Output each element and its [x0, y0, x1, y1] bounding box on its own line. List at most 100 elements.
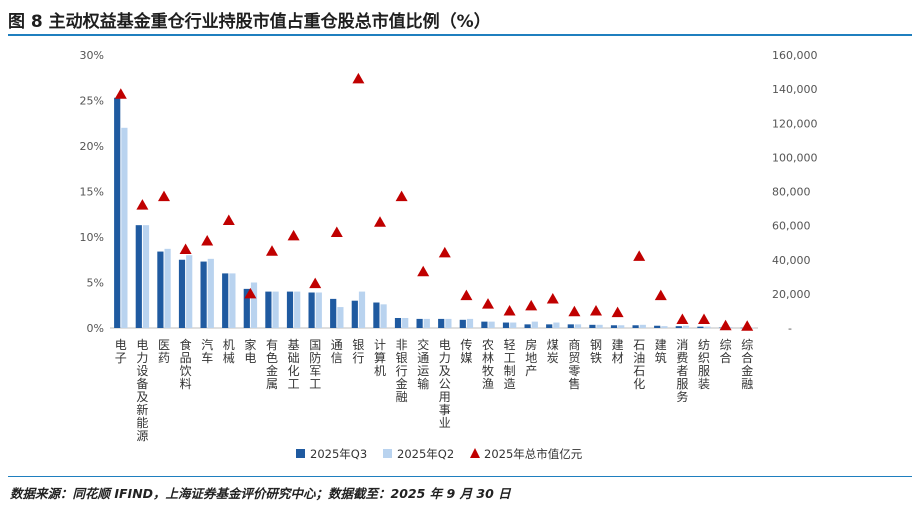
- y-left-tick-label: 0%: [87, 322, 104, 335]
- y-right-tick-label: 120,000: [772, 117, 818, 130]
- market-cap-marker: [222, 214, 235, 226]
- bar-q3: [222, 273, 229, 328]
- category-label: 农林牧渔: [482, 338, 494, 391]
- chart-area: 0% 5% 10% 15% 20% 25% 30% - 20,000 40,000 60,000 80…: [80, 49, 818, 461]
- bar-q2: [272, 291, 279, 328]
- y-left-tick-label: 5%: [87, 277, 104, 290]
- bar-q3: [157, 251, 164, 328]
- bar-q3: [265, 291, 272, 328]
- bar-q2: [380, 304, 387, 328]
- bar-q2: [121, 127, 128, 328]
- bar-q2: [207, 258, 214, 328]
- legend-label: 2025年Q2: [397, 447, 454, 461]
- bar-q3: [502, 322, 510, 328]
- bar-q2: [466, 318, 474, 328]
- bar-q3: [416, 318, 423, 328]
- market-cap-marker: [266, 245, 278, 256]
- y-left-tick-label: 20%: [80, 140, 104, 153]
- bar-q3: [243, 288, 250, 328]
- market-cap-marker: [590, 304, 602, 316]
- market-cap-marker: [676, 313, 689, 324]
- market-cap-marker: [201, 234, 214, 246]
- market-cap-marker: [482, 298, 494, 309]
- bar-q3: [373, 302, 380, 328]
- category-label: 国防军工: [309, 338, 321, 391]
- market-cap-marker: [654, 289, 667, 301]
- category-label: 机械: [223, 338, 235, 365]
- category-label: 建筑: [655, 338, 667, 365]
- market-cap-marker: [158, 190, 170, 202]
- y-left-tick-label: 10%: [80, 231, 104, 244]
- y-right-tick-label: 160,000: [772, 49, 818, 62]
- market-cap-marker: [503, 304, 516, 316]
- category-label: 交通运输: [417, 337, 429, 391]
- market-cap-marker: [525, 299, 538, 311]
- y-left-tick-label: 25%: [80, 95, 104, 108]
- market-cap-marker: [114, 88, 127, 99]
- bar-q3: [394, 317, 402, 328]
- bar-q3: [286, 291, 294, 328]
- y-right-tick-label: 100,000: [772, 151, 818, 164]
- bar-q2: [596, 324, 603, 328]
- market-cap-marker: [546, 292, 559, 304]
- bar-q2: [639, 324, 646, 328]
- category-label: 汽车: [201, 337, 213, 365]
- market-cap-marker: [309, 277, 322, 289]
- bar-q2: [423, 318, 430, 328]
- category-label: 建材: [612, 338, 624, 365]
- bar-q2: [402, 317, 409, 328]
- market-cap-marker: [352, 72, 365, 84]
- category-label: 有色金属: [266, 338, 278, 391]
- bar-q2: [358, 291, 366, 328]
- bar-q2: [445, 318, 452, 328]
- category-label: 电力及公用事业: [439, 338, 451, 430]
- bar-q2: [510, 322, 517, 328]
- bar-q3: [178, 259, 186, 328]
- bar-q3: [654, 325, 661, 328]
- y-left-tick-label: 15%: [80, 186, 104, 199]
- bar-q2: [682, 325, 690, 328]
- market-cap-marker: [698, 313, 710, 324]
- bar-q3: [697, 326, 704, 328]
- bar-q3: [610, 325, 618, 328]
- figure-title-bar: 图 8 主动权益基金重仓行业持股市值占重仓股总市值比例（%）: [0, 0, 920, 36]
- category-label: 计算机: [374, 338, 386, 378]
- y-right-tick-label: 60,000: [772, 220, 811, 233]
- market-cap-marker: [438, 246, 451, 258]
- footer-divider: [8, 476, 912, 477]
- bar-q3: [589, 324, 596, 328]
- market-cap-marker: [330, 226, 343, 237]
- y-right-tick-label: -: [788, 322, 792, 335]
- bar-q3: [459, 319, 466, 328]
- legend-label: 2025年Q3: [310, 447, 367, 461]
- market-cap-marker: [741, 320, 754, 331]
- title-divider: [8, 34, 912, 36]
- category-label: 石油石化: [633, 338, 645, 391]
- bar-q2: [294, 291, 301, 328]
- category-label: 基础化工: [288, 338, 300, 391]
- legend-label: 2025年总市值亿元: [484, 447, 583, 461]
- category-label: 轻工制造: [504, 338, 516, 391]
- category-label: 电子: [115, 338, 127, 365]
- market-cap-marker: [611, 306, 624, 318]
- category-label: 钢铁: [590, 338, 602, 365]
- bar-q2: [186, 255, 193, 328]
- market-cap-marker: [633, 250, 646, 261]
- source-note: 数据来源：同花顺 IFIND，上海证券基金评价研究中心；数据截至：2025 年 …: [10, 486, 511, 501]
- bar-q2: [531, 321, 538, 328]
- legend-swatch: [383, 449, 392, 458]
- bar-q3: [200, 261, 207, 328]
- bar-q2: [229, 273, 236, 328]
- bar-q3: [481, 321, 488, 328]
- legend-swatch: [296, 449, 305, 458]
- market-cap-marker: [460, 289, 473, 301]
- bar-q3: [546, 324, 553, 328]
- category-label: 商贸零售: [568, 337, 580, 391]
- market-cap-marker: [374, 216, 386, 227]
- category-label: 综合金融: [741, 338, 753, 391]
- market-cap-marker: [136, 199, 149, 210]
- bar-q2: [704, 326, 711, 328]
- market-cap-marker: [287, 229, 300, 241]
- y-right-tick-label: 80,000: [772, 186, 811, 199]
- category-label: 纺织服装: [698, 338, 710, 391]
